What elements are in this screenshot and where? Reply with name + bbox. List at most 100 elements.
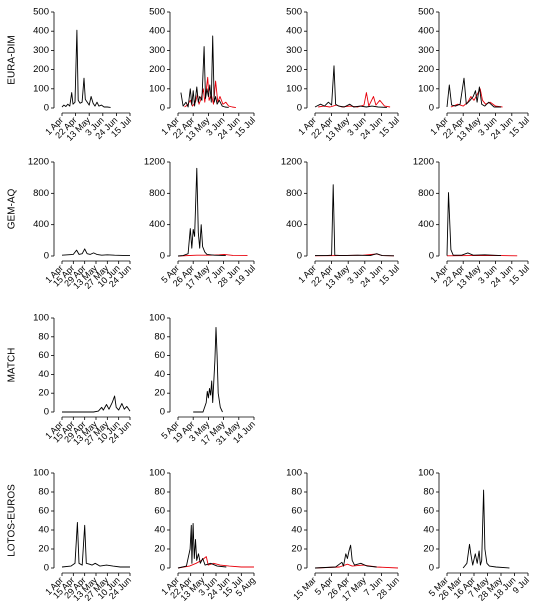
y-tick-label: 200 xyxy=(33,64,49,75)
y-tick-label: 20 xyxy=(154,544,165,555)
series-line-black xyxy=(314,544,377,569)
series-line-red xyxy=(177,556,254,569)
y-tick-label: 80 xyxy=(38,331,49,342)
y-tick-label: 1200 xyxy=(413,157,434,168)
y-tick-label: 100 xyxy=(286,468,302,479)
y-tick-label: 0 xyxy=(429,251,434,262)
row-label: MATCH xyxy=(7,348,18,383)
y-tick-label: 100 xyxy=(33,468,49,479)
y-tick-label: 20 xyxy=(423,544,434,555)
y-tick-label: 500 xyxy=(286,7,302,18)
series-line-black xyxy=(446,192,502,257)
y-tick-label: 20 xyxy=(154,388,165,399)
y-tick-label: 0 xyxy=(160,251,165,262)
series-line-black xyxy=(193,326,223,413)
y-tick-label: 60 xyxy=(38,350,49,361)
row-label: EURA-DIM xyxy=(7,35,18,84)
y-tick-label: 40 xyxy=(154,525,165,536)
y-tick-label: 60 xyxy=(291,506,302,517)
y-tick-label: 100 xyxy=(149,313,165,324)
y-tick-label: 400 xyxy=(418,26,434,37)
y-tick-label: 0 xyxy=(297,251,302,262)
y-tick-label: 40 xyxy=(423,525,434,536)
series-line-black xyxy=(177,167,226,257)
y-tick-label: 500 xyxy=(33,7,49,18)
y-tick-label: 20 xyxy=(38,544,49,555)
y-tick-label: 100 xyxy=(418,83,434,94)
y-tick-label: 1200 xyxy=(144,157,165,168)
y-tick-label: 100 xyxy=(149,468,165,479)
series-line-black xyxy=(314,65,387,108)
series-line-black xyxy=(177,522,227,569)
y-tick-label: 40 xyxy=(38,525,49,536)
y-tick-label: 0 xyxy=(44,407,49,418)
y-tick-label: 300 xyxy=(418,45,434,56)
y-tick-label: 0 xyxy=(160,407,165,418)
series-line-black xyxy=(62,395,131,413)
y-tick-label: 0 xyxy=(160,563,165,574)
series-line-red xyxy=(184,76,236,109)
y-tick-label: 60 xyxy=(423,506,434,517)
row-label: GEM-AQ xyxy=(7,189,18,230)
y-tick-label: 80 xyxy=(154,331,165,342)
y-tick-label: 60 xyxy=(38,506,49,517)
y-tick-label: 400 xyxy=(286,26,302,37)
y-tick-label: 800 xyxy=(33,188,49,199)
y-tick-label: 0 xyxy=(44,251,49,262)
y-tick-label: 100 xyxy=(33,83,49,94)
y-tick-label: 400 xyxy=(418,219,434,230)
y-tick-label: 100 xyxy=(33,313,49,324)
x-tick-label: 9 Jul xyxy=(511,575,532,596)
series-line-red xyxy=(177,253,248,257)
y-tick-label: 0 xyxy=(429,563,434,574)
y-tick-label: 100 xyxy=(149,83,165,94)
y-tick-label: 100 xyxy=(418,468,434,479)
y-tick-label: 400 xyxy=(33,26,49,37)
y-tick-label: 200 xyxy=(149,64,165,75)
y-tick-label: 1200 xyxy=(28,157,49,168)
y-tick-label: 800 xyxy=(149,188,165,199)
y-tick-label: 20 xyxy=(291,544,302,555)
y-tick-label: 1200 xyxy=(281,157,302,168)
y-tick-label: 300 xyxy=(33,45,49,56)
y-tick-label: 80 xyxy=(154,487,165,498)
y-tick-label: 400 xyxy=(149,26,165,37)
y-tick-label: 0 xyxy=(297,103,302,114)
y-tick-label: 200 xyxy=(418,64,434,75)
y-tick-label: 300 xyxy=(286,45,302,56)
y-tick-label: 800 xyxy=(286,188,302,199)
series-line-black xyxy=(446,77,501,108)
y-tick-label: 0 xyxy=(429,103,434,114)
y-tick-label: 300 xyxy=(149,45,165,56)
y-tick-label: 500 xyxy=(149,7,165,18)
series-line-black xyxy=(61,521,130,568)
y-tick-label: 400 xyxy=(286,219,302,230)
series-line-black xyxy=(61,29,111,108)
row-label: LOTOS-EUROS xyxy=(7,484,18,557)
y-tick-label: 100 xyxy=(286,83,302,94)
y-tick-label: 80 xyxy=(38,487,49,498)
y-tick-label: 40 xyxy=(291,525,302,536)
y-tick-label: 400 xyxy=(149,219,165,230)
series-line-black xyxy=(61,248,131,257)
y-tick-label: 80 xyxy=(291,487,302,498)
series-line-black xyxy=(180,35,229,108)
y-tick-label: 400 xyxy=(33,219,49,230)
y-tick-label: 0 xyxy=(44,103,49,114)
y-tick-label: 80 xyxy=(423,487,434,498)
y-tick-label: 20 xyxy=(38,388,49,399)
y-tick-label: 200 xyxy=(286,64,302,75)
y-tick-label: 40 xyxy=(154,369,165,380)
